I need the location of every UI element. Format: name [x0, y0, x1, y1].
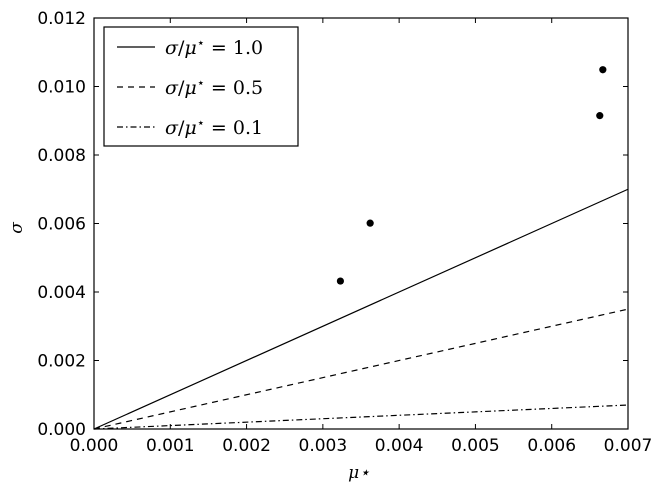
scatter-point: [366, 219, 374, 227]
y-tick-label: 0.008: [37, 146, 86, 166]
y-tick-label: 0.010: [37, 78, 86, 98]
axis-tick-labels: 0.000 0.001 0.002 0.003 0.004 0.005 0.006 0.007…: [37, 9, 652, 456]
legend-entry-dashdot: σ/μ⋆ = 0.1: [117, 116, 263, 139]
y-tick-label: 0.002: [37, 352, 86, 372]
legend: σ/μ⋆ = 1.0 σ/μ⋆ = 0.5 σ/μ⋆ = 0.1: [103, 26, 299, 147]
reference-lines: [93, 188, 629, 430]
legend-value-dashdot: 0.1: [233, 117, 263, 139]
scatter-point: [599, 66, 607, 74]
x-tick-label: 0.006: [527, 436, 576, 456]
legend-label-solid: σ/μ⋆ = 1.0: [165, 36, 263, 59]
scatter-point: [336, 277, 345, 285]
y-tick-label: 0.004: [37, 283, 86, 303]
y-axis-label: σ: [7, 222, 27, 234]
x-tick-label: 0.002: [222, 436, 271, 456]
line-solid: [93, 188, 629, 430]
data-points: [336, 66, 607, 285]
x-tick-label: 0.005: [451, 436, 500, 456]
axis-ticks: [93, 17, 629, 430]
y-tick-label: 0.000: [37, 420, 86, 440]
x-tick-label: 0.004: [375, 436, 424, 456]
legend-label-dashdot: σ/μ⋆ = 0.1: [165, 116, 263, 139]
x-tick-label: 0.000: [70, 436, 119, 456]
x-tick-label: 0.007: [604, 436, 653, 456]
scatter-point: [596, 112, 604, 120]
line-dashed: [93, 308, 629, 430]
legend-entry-dashed: σ/μ⋆ = 0.5: [117, 76, 263, 99]
legend-entry-solid: σ/μ⋆ = 1.0: [117, 36, 263, 59]
legend-label-dashed: σ/μ⋆ = 0.5: [165, 76, 263, 99]
x-tick-label: 0.001: [146, 436, 195, 456]
x-tick-label: 0.003: [299, 436, 348, 456]
y-tick-label: 0.012: [37, 9, 86, 29]
legend-value-solid: 1.0: [233, 37, 263, 59]
y-tick-label: 0.006: [37, 215, 86, 235]
legend-value-dashed: 0.5: [233, 77, 263, 99]
x-axis-label: μ⋆: [348, 463, 370, 483]
